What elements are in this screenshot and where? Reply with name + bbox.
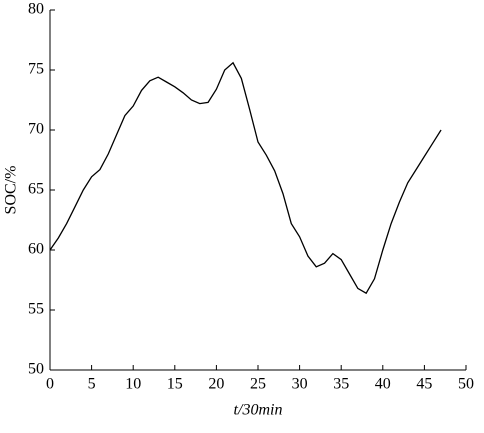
y-tick-label: 70: [28, 121, 44, 138]
x-tick-label: 35: [333, 376, 349, 393]
data-line: [49, 61, 442, 295]
x-tick-label: 45: [416, 376, 432, 393]
x-tick-label: 20: [208, 376, 224, 393]
y-tick-label: 65: [28, 181, 44, 198]
x-tick-label: 25: [250, 376, 266, 393]
y-tick-label: 75: [28, 61, 44, 78]
y-tick-label: 50: [28, 361, 44, 378]
x-tick-label: 15: [167, 376, 183, 393]
y-tick-label: 55: [28, 301, 44, 318]
x-tick-label: 0: [46, 376, 54, 393]
x-tick-label: 50: [458, 376, 474, 393]
x-axis-label: t/30min: [234, 402, 283, 419]
y-tick-label: 80: [28, 1, 44, 18]
y-tick-label: 60: [28, 241, 44, 258]
x-tick-label: 40: [375, 376, 391, 393]
x-tick-label: 30: [292, 376, 308, 393]
x-tick-label: 5: [88, 376, 96, 393]
y-axis-label: SOC/%: [3, 166, 20, 215]
x-tick-label: 10: [125, 376, 141, 393]
